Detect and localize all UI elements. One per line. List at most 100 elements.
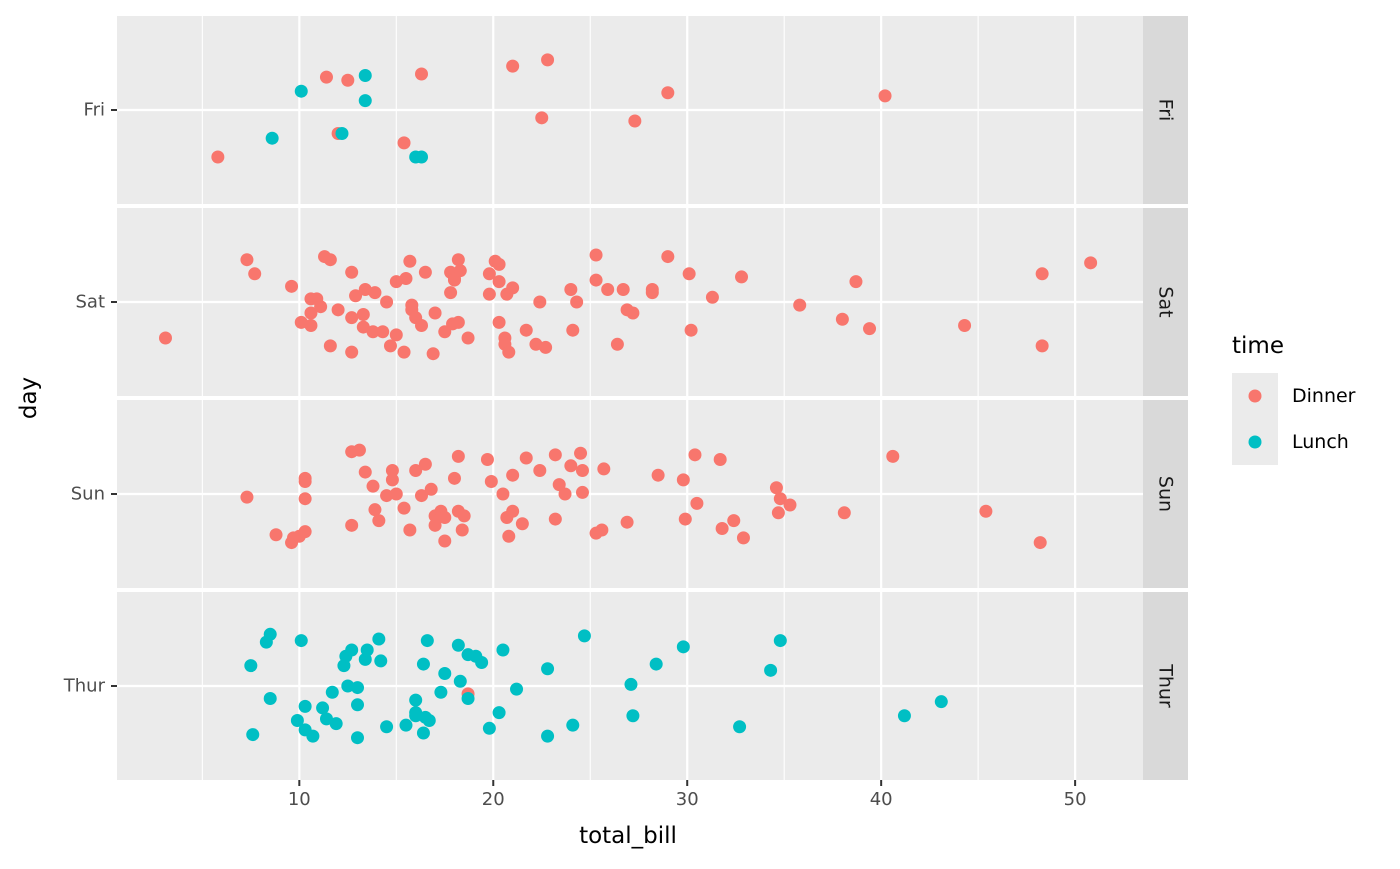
data-point-dinner [345, 311, 359, 325]
data-point-dinner [564, 282, 578, 296]
legend: time Dinner Lunch [1232, 333, 1356, 465]
data-point-dinner [352, 443, 366, 457]
legend-label: Lunch [1292, 431, 1349, 453]
data-point-dinner [482, 267, 496, 281]
facet-points-sat [158, 248, 1098, 361]
data-point-dinner [519, 451, 533, 465]
facet-strip-label: Sat [1155, 286, 1177, 317]
data-point-dinner [415, 319, 429, 332]
data-point-dinner [484, 474, 498, 488]
data-points [158, 53, 1098, 745]
data-point-lunch [263, 692, 277, 706]
data-point-dinner [457, 509, 471, 523]
data-point-dinner [415, 489, 429, 503]
data-point-dinner [548, 512, 562, 526]
data-point-lunch [420, 634, 434, 648]
data-point-dinner [574, 446, 588, 460]
data-point-lunch [416, 657, 430, 671]
facet-points-thur [244, 627, 948, 745]
data-point-dinner [438, 511, 452, 524]
data-point-dinner [496, 487, 510, 501]
data-point-dinner [958, 319, 972, 332]
data-point-lunch [409, 693, 423, 707]
data-point-dinner [575, 485, 589, 499]
data-point-lunch [335, 127, 349, 140]
data-point-lunch [380, 720, 394, 734]
data-point-dinner [651, 468, 665, 482]
data-point-dinner [878, 89, 892, 103]
data-point-dinner [661, 250, 675, 264]
x-tick-label: 40 [870, 789, 893, 810]
data-point-dinner [397, 345, 411, 359]
data-point-dinner [376, 325, 390, 339]
facet-strip-label: Fri [1155, 99, 1177, 122]
data-point-dinner [736, 531, 750, 545]
data-point-lunch [306, 729, 320, 743]
data-point-dinner [1035, 267, 1049, 281]
data-point-dinner [389, 328, 403, 342]
legend-swatch [1248, 435, 1262, 449]
data-point-lunch [416, 726, 430, 740]
data-point-lunch [649, 657, 663, 671]
data-point-dinner [418, 457, 432, 471]
data-point-lunch [897, 709, 911, 723]
facet-panel-thur: Thur [117, 592, 1188, 780]
data-point-lunch [350, 698, 364, 712]
data-point-dinner [424, 482, 438, 496]
data-point-dinner [211, 150, 225, 164]
data-point-dinner [515, 517, 529, 531]
data-point-dinner [552, 478, 566, 492]
data-point-dinner [863, 322, 877, 336]
data-point-dinner [397, 501, 411, 515]
data-point-lunch [626, 709, 640, 723]
data-point-dinner [506, 59, 520, 73]
data-point-dinner [403, 523, 417, 537]
data-point-lunch [541, 662, 555, 676]
data-point-dinner [506, 281, 520, 295]
data-point-dinner [298, 492, 312, 506]
data-point-dinner [616, 282, 630, 296]
data-point-dinner [628, 114, 642, 128]
data-point-dinner [575, 464, 589, 477]
y-tick-label: Sun [71, 484, 105, 505]
data-point-dinner [678, 512, 692, 526]
data-point-dinner [451, 315, 465, 329]
data-point-lunch [358, 69, 372, 83]
data-point-dinner [684, 323, 698, 337]
data-point-lunch [341, 679, 355, 693]
data-point-lunch [350, 731, 364, 745]
data-point-lunch [319, 712, 333, 726]
data-point-dinner [1035, 339, 1049, 353]
x-tick-label: 20 [482, 789, 505, 810]
data-point-dinner [541, 53, 555, 67]
data-point-dinner [533, 464, 547, 477]
data-point-dinner [385, 464, 399, 477]
data-point-dinner [589, 248, 603, 262]
y-tick-label: Fri [84, 100, 105, 121]
facet-strip [1143, 592, 1188, 780]
legend-entry-dinner: Dinner [1232, 373, 1356, 419]
data-point-dinner [682, 267, 696, 281]
data-point-lunch [482, 721, 496, 735]
data-point-dinner [366, 479, 380, 493]
data-point-dinner [385, 473, 399, 487]
y-tick-label: Thur [63, 676, 106, 697]
data-point-lunch [246, 728, 260, 742]
data-point-dinner [705, 290, 719, 304]
facet-points-sun [240, 443, 1047, 550]
axes: Fri Sat Sun Thur 10 20 30 40 50 [63, 100, 1087, 811]
data-point-lunch [451, 638, 465, 652]
data-point-dinner [368, 503, 382, 517]
data-point-dinner [661, 86, 675, 100]
facet-strip-label: Thur [1155, 663, 1177, 708]
data-point-dinner [356, 308, 370, 322]
data-point-dinner [548, 448, 562, 462]
data-point-dinner [428, 306, 442, 320]
data-point-dinner [502, 345, 516, 359]
data-point-dinner [713, 453, 727, 467]
facet-strip [1143, 16, 1188, 204]
data-point-dinner [453, 264, 467, 278]
data-point-dinner [688, 448, 702, 462]
data-point-dinner [319, 70, 333, 84]
data-point-lunch [438, 666, 452, 680]
